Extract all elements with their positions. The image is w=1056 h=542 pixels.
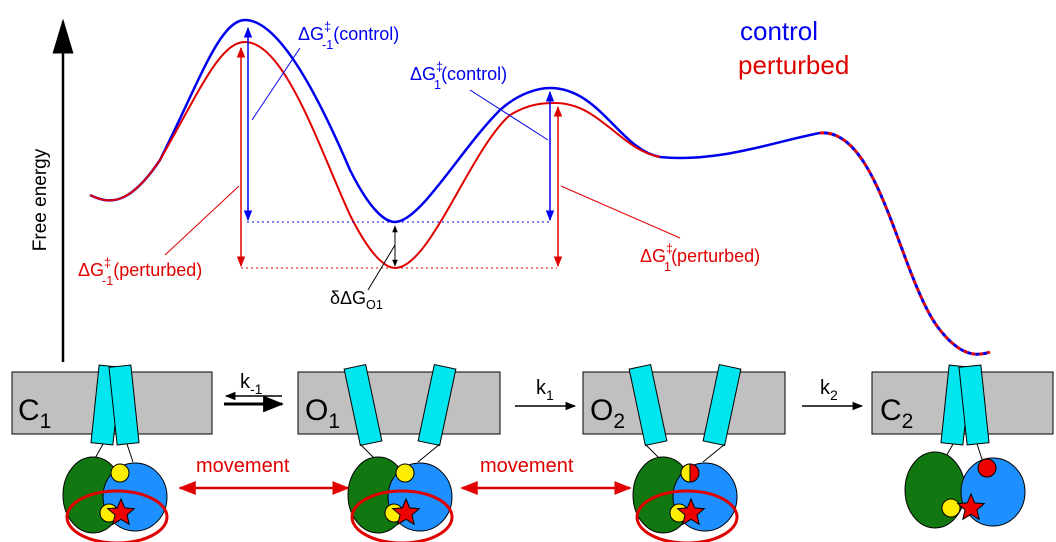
star <box>391 497 421 526</box>
state-label: O1 <box>305 394 340 433</box>
ligand-half <box>680 463 691 483</box>
helix <box>343 363 383 447</box>
legend-perturbed: perturbed <box>738 50 849 80</box>
rate-label: k-1 <box>240 371 263 397</box>
helix <box>628 363 668 447</box>
star <box>956 492 986 521</box>
ddg-label: δΔGO1 <box>330 288 383 312</box>
dashed-curve <box>819 131 991 356</box>
leader-line <box>560 185 681 239</box>
rate-label: k2 <box>820 377 838 403</box>
rate-label: k1 <box>536 377 554 403</box>
helix <box>417 363 457 447</box>
pocket <box>941 498 961 518</box>
axis-label: Free energy <box>30 148 51 251</box>
helix <box>702 363 742 447</box>
helix <box>108 364 140 446</box>
barrier-label: ΔG‡ 1(perturbed) <box>640 242 760 274</box>
barrier-label: ΔG‡ 1(control) <box>410 60 507 92</box>
legend-control: control <box>740 16 818 46</box>
leader-line <box>367 244 396 291</box>
green-domain <box>904 451 966 529</box>
barrier-label: ΔG‡ -1(perturbed) <box>78 256 202 288</box>
leader-line <box>251 47 301 121</box>
ligand <box>395 463 415 483</box>
state-label: O2 <box>590 394 625 433</box>
linker <box>976 443 984 463</box>
movement-label: movement <box>196 455 290 477</box>
perturbed-curve <box>89 40 661 270</box>
leader-line <box>164 185 240 256</box>
ligand <box>977 458 997 478</box>
leader-line <box>469 89 549 141</box>
barrier-label: ΔG‡ -1(control) <box>298 20 399 52</box>
ring <box>350 489 454 542</box>
membrane <box>582 371 786 435</box>
state-label: C1 <box>18 394 51 433</box>
star <box>106 497 136 526</box>
helix <box>958 364 990 446</box>
linker <box>126 443 134 463</box>
star <box>676 497 706 526</box>
dashed-curve <box>819 131 991 356</box>
ligand <box>110 463 130 483</box>
membrane <box>297 371 501 435</box>
state-label: C2 <box>880 394 913 433</box>
movement-label: movement <box>480 455 574 477</box>
ring <box>635 489 739 542</box>
linker <box>702 443 726 463</box>
ring <box>65 489 169 542</box>
linker <box>417 443 441 463</box>
control-curve <box>89 18 821 224</box>
